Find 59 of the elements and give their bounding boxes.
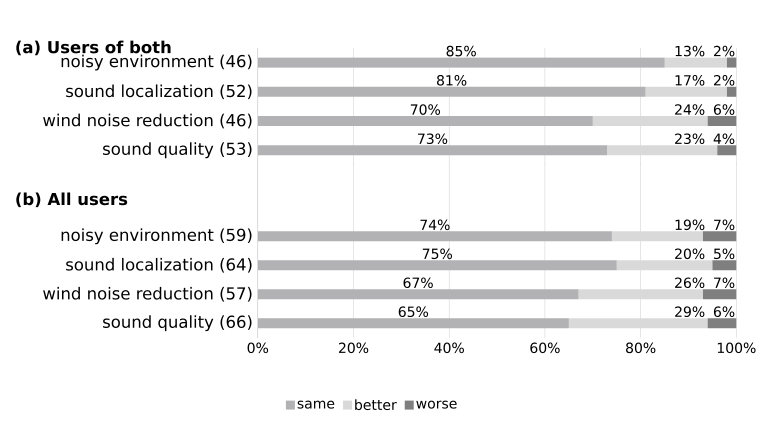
bar bbox=[712, 260, 736, 270]
text: (a) Users of both bbox=[16, 40, 171, 56]
bar bbox=[726, 86, 736, 97]
data-label: 75% bbox=[422, 248, 452, 260]
bar bbox=[708, 318, 736, 328]
y-tick-label: noisy environment (46) bbox=[62, 54, 252, 71]
x-tick-label: 80% bbox=[626, 342, 656, 354]
bar bbox=[702, 289, 736, 300]
data-label: 73% bbox=[418, 134, 448, 144]
x-tick-label: 40% bbox=[434, 342, 464, 354]
bar bbox=[708, 116, 736, 126]
y-tick-label: wind noise reduction (46) bbox=[43, 114, 252, 129]
text: (b) All users bbox=[16, 192, 128, 208]
bar bbox=[568, 318, 708, 328]
data-label: 70% bbox=[410, 104, 440, 116]
bar bbox=[645, 86, 727, 97]
data-label: 4% bbox=[714, 134, 734, 144]
data-label: 29% bbox=[675, 306, 704, 318]
data-label: 6% bbox=[714, 306, 734, 318]
data-label: 2% bbox=[714, 75, 734, 86]
data-label: 23% bbox=[675, 134, 704, 144]
y-tick-label: wind noise reduction (57) bbox=[43, 287, 252, 302]
data-label: 65% bbox=[398, 306, 428, 318]
legend-label: better bbox=[355, 399, 397, 410]
bar bbox=[592, 116, 708, 126]
legend-label: same bbox=[298, 400, 334, 409]
data-label: 20% bbox=[675, 248, 704, 260]
data-label: 17% bbox=[676, 75, 704, 86]
bar bbox=[726, 58, 736, 68]
y-tick-label: sound quality (66) bbox=[103, 315, 252, 332]
data-label: 24% bbox=[675, 104, 704, 116]
y-tick-label: noisy environment (59) bbox=[62, 228, 252, 244]
data-label: 6% bbox=[714, 104, 734, 116]
x-tick-label: 60% bbox=[530, 342, 560, 354]
x-tick-label: 100% bbox=[718, 342, 756, 354]
data-label: 5% bbox=[714, 248, 734, 260]
y-tick-label: sound localization (52) bbox=[66, 84, 252, 100]
data-label: 13% bbox=[676, 46, 704, 57]
data-label: 7% bbox=[714, 278, 734, 288]
y-tick-label: sound quality (53) bbox=[103, 142, 252, 158]
bar bbox=[578, 289, 703, 300]
data-label: 26% bbox=[675, 278, 704, 288]
bar bbox=[702, 231, 736, 242]
data-label: 2% bbox=[714, 46, 734, 57]
bar bbox=[664, 58, 727, 68]
x-tick-label: 0% bbox=[248, 342, 268, 354]
legend-label: worse bbox=[416, 400, 457, 409]
bar bbox=[717, 145, 736, 156]
y-tick-label: sound localization (64) bbox=[66, 258, 252, 273]
data-label: 81% bbox=[437, 75, 466, 86]
x-tick-label: 20% bbox=[338, 342, 368, 354]
bar bbox=[607, 145, 718, 156]
data-label: 85% bbox=[446, 46, 476, 57]
data-label: 19% bbox=[676, 220, 704, 230]
bar bbox=[616, 260, 712, 270]
data-label: 74% bbox=[420, 220, 450, 230]
data-label: 67% bbox=[404, 278, 433, 288]
bar bbox=[612, 231, 703, 242]
data-label: 7% bbox=[714, 220, 734, 230]
